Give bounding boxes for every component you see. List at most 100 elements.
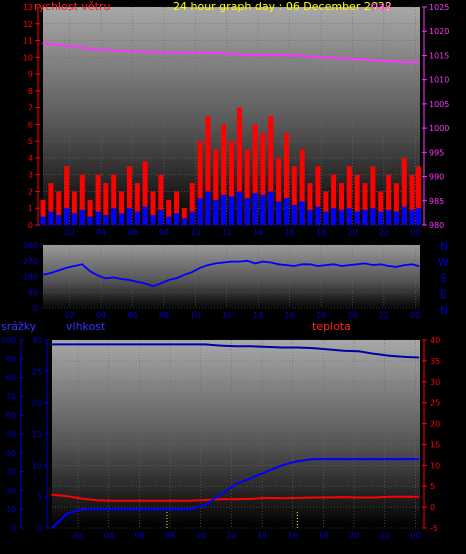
temperature-point xyxy=(127,499,130,502)
wind-speed-tick-label: 3 xyxy=(28,171,33,180)
wind-direction-point xyxy=(73,265,76,267)
direction-label-e: E xyxy=(440,288,447,301)
wind-speed-tick-label: 5 xyxy=(28,137,33,146)
humidity-temp-x-tick-label: 00 xyxy=(410,531,420,540)
direction-x-tick-label: 02 xyxy=(65,311,75,320)
rain-tick-label: 0 xyxy=(11,524,16,533)
wind-speed-bar xyxy=(174,213,179,225)
wind-direction-point xyxy=(417,265,420,267)
wind-direction-point xyxy=(324,264,327,266)
wind-direction-point xyxy=(152,285,154,287)
wind-direction-point xyxy=(372,264,374,266)
wind-direction-plot-area xyxy=(43,245,420,308)
gust-bar xyxy=(276,157,282,225)
wind-direction-point xyxy=(395,266,398,268)
rain-tick-label: 60 xyxy=(6,411,16,420)
wind-speed-tick-label: 8 xyxy=(28,87,33,96)
wind-x-tick-label: 22 xyxy=(379,228,389,237)
humidity-point xyxy=(112,343,115,346)
wind-speed-bar xyxy=(64,208,70,225)
pressure-point xyxy=(136,50,139,53)
wind-speed-bar xyxy=(354,211,360,225)
temperature-tick-label: -5 xyxy=(430,524,438,533)
gust-bar xyxy=(150,191,156,225)
rainfall-point xyxy=(388,458,391,460)
rainfall-point xyxy=(112,508,115,511)
gust-bar xyxy=(415,166,421,225)
wind-direction-point xyxy=(97,274,99,277)
pressure-axis-label: tlak xyxy=(371,0,392,13)
humidity-axis-label: vlhkost xyxy=(66,320,106,333)
humidity-temp-x-tick-label: 08 xyxy=(165,531,175,540)
temperature-point xyxy=(66,495,69,498)
temperature-point xyxy=(265,497,268,499)
wind-speed-bar xyxy=(401,206,407,225)
pressure-point xyxy=(104,49,107,51)
pressure-tick-label: 1025 xyxy=(429,3,449,12)
wind-direction-point xyxy=(167,279,170,281)
rainfall-point xyxy=(127,508,130,511)
direction-x-tick-label: 14 xyxy=(253,311,263,320)
temperature-point xyxy=(112,499,115,502)
wind-speed-bar xyxy=(244,198,250,225)
wind-direction-point xyxy=(222,261,225,264)
temperature-tick-label: 5 xyxy=(430,482,435,491)
wind-speed-bar xyxy=(197,198,203,225)
wind-direction-point xyxy=(42,273,44,276)
wind-x-tick-label: 18 xyxy=(316,228,326,237)
temperature-point xyxy=(281,497,283,500)
humidity-point xyxy=(403,356,406,358)
wind-direction-point xyxy=(144,282,147,285)
pressure-tick-label: 1020 xyxy=(429,27,449,36)
gust-bar xyxy=(299,149,305,225)
humidity-point xyxy=(189,343,191,346)
temperature-point xyxy=(143,499,145,502)
humidity-temp-x-tick-label: 04 xyxy=(104,531,114,540)
wind-direction-point xyxy=(207,264,209,266)
gust-bar xyxy=(181,208,187,225)
humidity-point xyxy=(97,343,99,346)
gust-bar xyxy=(64,166,70,225)
wind-speed-bar xyxy=(103,214,109,225)
wind-x-tick-label: 02 xyxy=(65,228,75,237)
wind-direction-point xyxy=(348,264,351,266)
direction-x-tick-label: 22 xyxy=(379,311,389,320)
direction-x-tick-label: 04 xyxy=(96,311,106,320)
wind-speed-bar xyxy=(291,204,297,225)
rain-tick-label: 10 xyxy=(6,505,16,514)
rainfall-point xyxy=(373,458,375,460)
temperature-point xyxy=(403,495,406,498)
wind-x-tick-label: 12 xyxy=(222,228,232,237)
wind-speed-bar xyxy=(370,208,376,225)
gust-bar xyxy=(346,166,352,225)
pressure-tick-label: 1000 xyxy=(429,124,449,133)
wind-direction-point xyxy=(277,263,280,266)
wind-direction-point xyxy=(309,263,311,266)
wind-direction-point xyxy=(175,277,178,280)
rainfall-point xyxy=(281,464,283,467)
gust-bar xyxy=(291,166,297,225)
direction-label-w: W xyxy=(438,256,449,269)
wind-direction-point xyxy=(89,270,91,273)
humidity-point xyxy=(204,343,207,346)
temperature-point xyxy=(388,495,391,498)
pressure-point xyxy=(309,55,311,58)
wind-direction-point xyxy=(136,280,139,283)
wind-direction-point xyxy=(128,279,131,281)
wind-direction-point xyxy=(104,277,107,280)
temperature-point xyxy=(357,496,360,499)
gust-bar xyxy=(339,183,344,225)
gust-bar xyxy=(48,183,54,225)
direction-x-tick-label: 12 xyxy=(222,311,232,320)
wind-speed-tick-label: 11 xyxy=(23,37,33,46)
pressure-point xyxy=(403,60,406,63)
pressure-point xyxy=(183,51,186,54)
gust-bar xyxy=(393,183,399,225)
wind-speed-bar xyxy=(268,191,274,225)
temperature-tick-label: 20 xyxy=(430,420,440,429)
rainfall-point xyxy=(158,508,161,511)
wind-speed-tick-label: 10 xyxy=(23,53,33,62)
rainfall-point xyxy=(173,508,176,511)
wind-direction-point xyxy=(214,262,217,265)
